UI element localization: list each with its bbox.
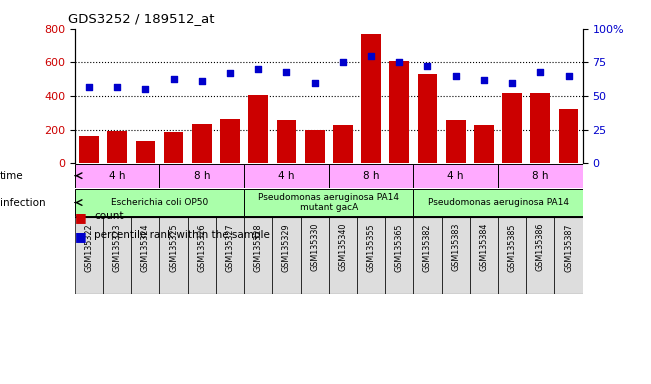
Bar [555,217,583,294]
Point [338,59,348,65]
Bar [329,217,357,294]
Point [394,59,404,65]
Bar [526,217,555,294]
Text: GSM135386: GSM135386 [536,223,545,271]
Text: GSM135355: GSM135355 [367,223,376,272]
Text: Pseudomonas aeruginosa PA14
mutant gacA: Pseudomonas aeruginosa PA14 mutant gacA [258,193,399,212]
Bar [329,164,413,188]
Point [225,70,235,76]
Bar [132,217,159,294]
Text: infection: infection [0,197,46,208]
Bar [187,217,216,294]
Text: 8 h: 8 h [363,170,380,181]
Point [422,63,433,70]
Bar [75,164,159,188]
Bar [531,93,550,163]
Text: 4 h: 4 h [109,170,126,181]
Bar [248,95,268,163]
Bar [413,217,441,294]
Bar [164,132,184,163]
Text: GSM135382: GSM135382 [423,223,432,271]
Bar [244,164,329,188]
Bar [413,189,583,217]
Point [253,66,264,72]
Text: GSM135340: GSM135340 [339,223,348,271]
Bar [75,217,103,294]
Text: GSM135329: GSM135329 [282,223,291,272]
Point [197,78,207,84]
Bar [470,217,498,294]
Point [309,79,320,86]
Bar [446,120,465,163]
Bar [220,119,240,163]
Point [169,75,179,81]
Text: GDS3252 / 189512_at: GDS3252 / 189512_at [68,12,215,25]
Point [140,86,150,92]
Bar [418,74,437,163]
Bar [216,217,244,294]
Text: GSM135384: GSM135384 [479,223,488,271]
Point [535,69,546,75]
Point [563,73,574,79]
Point [281,69,292,75]
Text: GSM135385: GSM135385 [508,223,517,271]
Bar [385,217,413,294]
Text: 8 h: 8 h [193,170,210,181]
Bar [413,164,498,188]
Point [507,79,518,86]
Text: GSM135325: GSM135325 [169,223,178,272]
Bar [244,189,413,217]
Bar [389,61,409,163]
Bar [474,124,493,163]
Bar [75,189,244,217]
Text: percentile rank within the sample: percentile rank within the sample [94,230,270,240]
Text: GSM135383: GSM135383 [451,223,460,271]
Text: GSM135327: GSM135327 [225,223,234,272]
Bar [277,120,296,163]
Text: ■: ■ [75,211,87,224]
Point [84,84,94,90]
Text: Escherichia coli OP50: Escherichia coli OP50 [111,198,208,207]
Bar [559,109,578,163]
Text: time: time [0,170,23,181]
Bar [159,164,244,188]
Bar [357,217,385,294]
Bar [244,217,272,294]
Text: Pseudomonas aeruginosa PA14: Pseudomonas aeruginosa PA14 [428,198,568,207]
Bar [498,217,526,294]
Bar [333,124,353,163]
Point [366,53,376,59]
Bar [159,217,187,294]
Bar [79,136,99,163]
Text: GSM135330: GSM135330 [310,223,319,271]
Point [450,73,461,79]
Text: GSM135328: GSM135328 [254,223,263,271]
Bar [103,217,132,294]
Bar [107,131,127,163]
Text: ■: ■ [75,230,87,243]
Bar [305,131,324,163]
Point [478,77,489,83]
Text: 4 h: 4 h [278,170,295,181]
Text: GSM135387: GSM135387 [564,223,573,271]
Text: 4 h: 4 h [447,170,464,181]
Bar [301,217,329,294]
Text: GSM135323: GSM135323 [113,223,122,271]
Text: GSM135322: GSM135322 [85,223,94,272]
Bar [272,217,301,294]
Bar [498,164,583,188]
Text: GSM135326: GSM135326 [197,223,206,271]
Bar [192,124,212,163]
Point [112,84,122,90]
Bar [441,217,470,294]
Bar [361,34,381,163]
Text: GSM135324: GSM135324 [141,223,150,271]
Text: GSM135365: GSM135365 [395,223,404,271]
Bar [135,141,155,163]
Bar [503,93,522,163]
Text: 8 h: 8 h [532,170,549,181]
Text: count: count [94,211,124,221]
